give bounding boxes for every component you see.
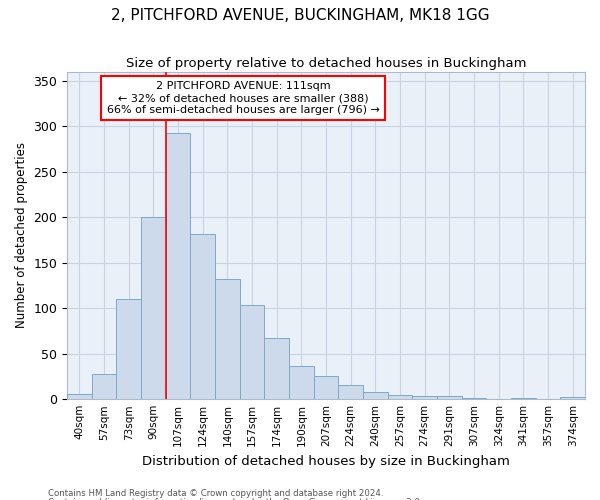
Bar (560, 398, 585, 399)
Text: Contains HM Land Registry data © Crown copyright and database right 2024.: Contains HM Land Registry data © Crown c… (48, 489, 383, 498)
Bar (462, 398, 487, 399)
Bar (141, 217, 166, 399)
Bar (363, 392, 388, 399)
Bar (240, 306, 265, 399)
Bar (437, 396, 462, 399)
Bar (338, 384, 363, 399)
Text: Contains public sector information licensed under the Open Government Licence v3: Contains public sector information licen… (48, 498, 422, 500)
X-axis label: Distribution of detached houses by size in Buckingham: Distribution of detached houses by size … (142, 454, 510, 468)
Bar (67, 394, 92, 399)
Bar (289, 366, 314, 399)
Bar (215, 279, 240, 399)
Text: 2 PITCHFORD AVENUE: 111sqm
← 32% of detached houses are smaller (388)
66% of sem: 2 PITCHFORD AVENUE: 111sqm ← 32% of deta… (107, 82, 380, 114)
Y-axis label: Number of detached properties: Number of detached properties (15, 142, 28, 328)
Bar (190, 234, 215, 399)
Bar (388, 394, 412, 399)
Bar (166, 132, 190, 399)
Bar (92, 374, 116, 399)
Title: Size of property relative to detached houses in Buckingham: Size of property relative to detached ho… (126, 58, 526, 70)
Text: 2, PITCHFORD AVENUE, BUCKINGHAM, MK18 1GG: 2, PITCHFORD AVENUE, BUCKINGHAM, MK18 1G… (110, 8, 490, 22)
Bar (265, 338, 289, 399)
Bar (116, 299, 141, 399)
Bar (511, 398, 536, 399)
Bar (412, 396, 437, 399)
Bar (314, 376, 338, 399)
